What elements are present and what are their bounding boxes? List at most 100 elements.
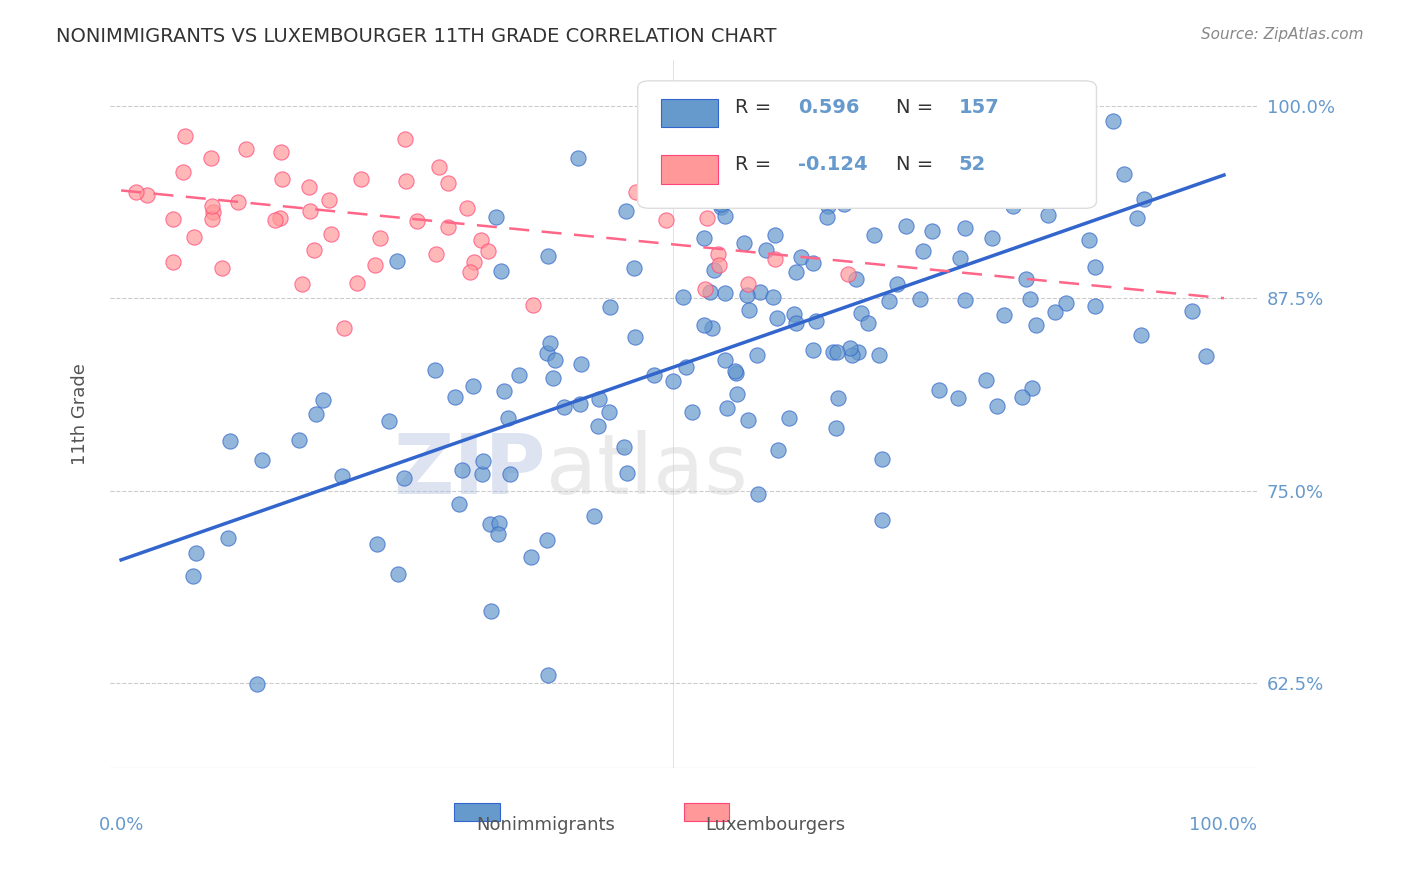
Point	[200, 151, 222, 165]
Y-axis label: 11th Grade: 11th Grade	[72, 363, 89, 465]
Point	[613, 440, 636, 454]
Point	[436, 176, 458, 190]
Bar	[661, 98, 718, 127]
Point	[858, 316, 880, 330]
Point	[672, 290, 695, 304]
Point	[928, 383, 950, 397]
Point	[489, 264, 512, 278]
Point	[304, 244, 326, 258]
Point	[1018, 292, 1040, 306]
Point	[616, 466, 638, 480]
Text: NONIMMIGRANTS VS LUXEMBOURGER 11TH GRADE CORRELATION CHART: NONIMMIGRANTS VS LUXEMBOURGER 11TH GRADE…	[56, 27, 776, 45]
Point	[748, 285, 770, 299]
Point	[789, 250, 811, 264]
Point	[508, 368, 530, 383]
Point	[246, 676, 269, 690]
Point	[270, 171, 292, 186]
Point	[921, 224, 943, 238]
Text: N =: N =	[896, 155, 939, 174]
Point	[405, 213, 427, 227]
Point	[623, 261, 645, 276]
Point	[599, 300, 621, 314]
Point	[536, 533, 558, 547]
Point	[643, 170, 665, 185]
Point	[748, 161, 770, 175]
Point	[333, 321, 356, 335]
Point	[288, 433, 311, 447]
Point	[747, 348, 769, 362]
Point	[710, 200, 733, 214]
Point	[162, 212, 184, 227]
Point	[1077, 233, 1099, 247]
Point	[699, 285, 721, 299]
Point	[350, 171, 373, 186]
Point	[785, 265, 807, 279]
Text: 100.0%: 100.0%	[1189, 816, 1257, 834]
Point	[713, 353, 735, 368]
Point	[569, 357, 592, 371]
Point	[499, 467, 522, 481]
Point	[1126, 211, 1149, 225]
Point	[952, 91, 974, 105]
Point	[1130, 328, 1153, 343]
Point	[235, 142, 257, 156]
Point	[456, 201, 478, 215]
Point	[692, 318, 714, 332]
Text: 157: 157	[959, 98, 1000, 117]
Point	[643, 368, 665, 383]
Point	[886, 277, 908, 291]
Point	[863, 227, 886, 242]
Point	[291, 277, 314, 292]
Point	[654, 213, 676, 227]
Point	[496, 411, 519, 425]
Point	[211, 260, 233, 275]
Point	[479, 604, 502, 618]
Point	[582, 508, 605, 523]
Point	[801, 256, 824, 270]
Point	[747, 486, 769, 500]
Point	[312, 392, 335, 407]
Point	[1084, 260, 1107, 274]
Point	[553, 401, 575, 415]
Point	[536, 346, 558, 360]
Point	[872, 451, 894, 466]
Point	[785, 316, 807, 330]
Point	[783, 307, 806, 321]
Point	[202, 205, 225, 219]
Point	[662, 375, 685, 389]
Point	[949, 251, 972, 265]
Point	[201, 199, 224, 213]
Point	[877, 293, 900, 308]
Point	[765, 227, 787, 242]
Point	[765, 310, 787, 325]
Text: N =: N =	[896, 98, 939, 117]
Point	[1054, 295, 1077, 310]
Point	[250, 452, 273, 467]
Point	[962, 185, 984, 199]
Point	[263, 212, 285, 227]
Point	[488, 516, 510, 530]
Point	[541, 371, 564, 385]
Point	[868, 348, 890, 362]
Text: Luxembourgers: Luxembourgers	[706, 816, 845, 834]
Point	[269, 211, 291, 225]
Point	[588, 392, 610, 407]
Point	[714, 209, 737, 223]
Point	[817, 210, 839, 224]
Point	[184, 546, 207, 560]
FancyBboxPatch shape	[638, 81, 1097, 209]
Point	[1002, 199, 1025, 213]
Point	[725, 387, 748, 401]
Point	[387, 567, 409, 582]
Text: atlas: atlas	[546, 430, 748, 511]
Point	[707, 247, 730, 261]
Point	[967, 151, 990, 165]
Point	[1102, 113, 1125, 128]
Point	[461, 379, 484, 393]
Text: -0.124: -0.124	[799, 155, 868, 174]
Point	[846, 345, 869, 359]
Point	[993, 308, 1015, 322]
Point	[447, 497, 470, 511]
Point	[1045, 305, 1067, 319]
Point	[700, 321, 723, 335]
